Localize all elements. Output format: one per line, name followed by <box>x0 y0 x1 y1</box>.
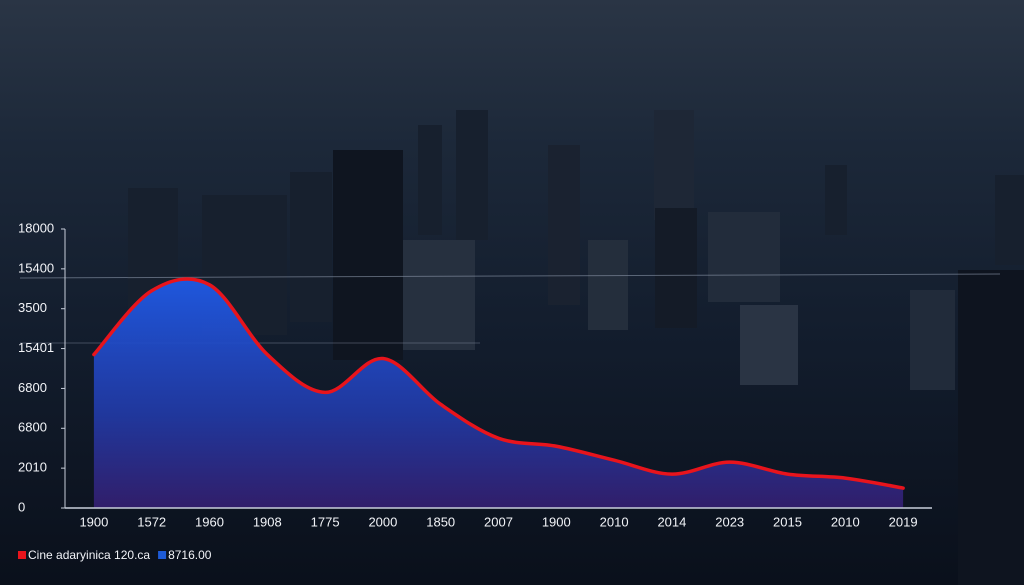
y-tick-label: 15400 <box>18 260 54 275</box>
legend-swatch <box>158 551 167 559</box>
y-tick-label: 18000 <box>18 220 54 235</box>
x-tick-label: 2010 <box>600 514 629 529</box>
x-tick-label: 1900 <box>542 514 571 529</box>
x-tick-label: 2019 <box>889 514 918 529</box>
y-tick-label: 6800 <box>18 380 47 395</box>
legend-label: Cine adaryinica 120.ca <box>28 548 150 562</box>
x-tick-label: 2010 <box>831 514 860 529</box>
x-tick-label: 1775 <box>311 514 340 529</box>
x-tick-label: 1572 <box>137 514 166 529</box>
x-tick-label: 2015 <box>773 514 802 529</box>
legend-label: 8716.00 <box>168 548 212 562</box>
area <box>93 278 904 508</box>
x-tick-label: 1850 <box>426 514 455 529</box>
line <box>92 277 905 490</box>
y-tick-label: 0 <box>18 499 25 514</box>
x-tick-label: 2000 <box>368 514 397 529</box>
y-tick-label: 2010 <box>18 460 47 475</box>
city-skyline <box>128 110 1024 585</box>
x-tick-label: 1900 <box>79 514 108 529</box>
x-tick-label: 1960 <box>195 514 224 529</box>
y-tick-label: 15401 <box>18 340 54 355</box>
x-tick-label: 2023 <box>715 514 744 529</box>
y-tick-label: 6800 <box>18 420 47 435</box>
decor-line <box>19 273 1001 279</box>
legend-swatch <box>18 551 26 559</box>
x-tick-label: 1908 <box>253 514 282 529</box>
y-tick-label: 3500 <box>18 300 47 315</box>
x-tick-label: 2014 <box>657 514 686 529</box>
x-tick-label: 2007 <box>484 514 513 529</box>
